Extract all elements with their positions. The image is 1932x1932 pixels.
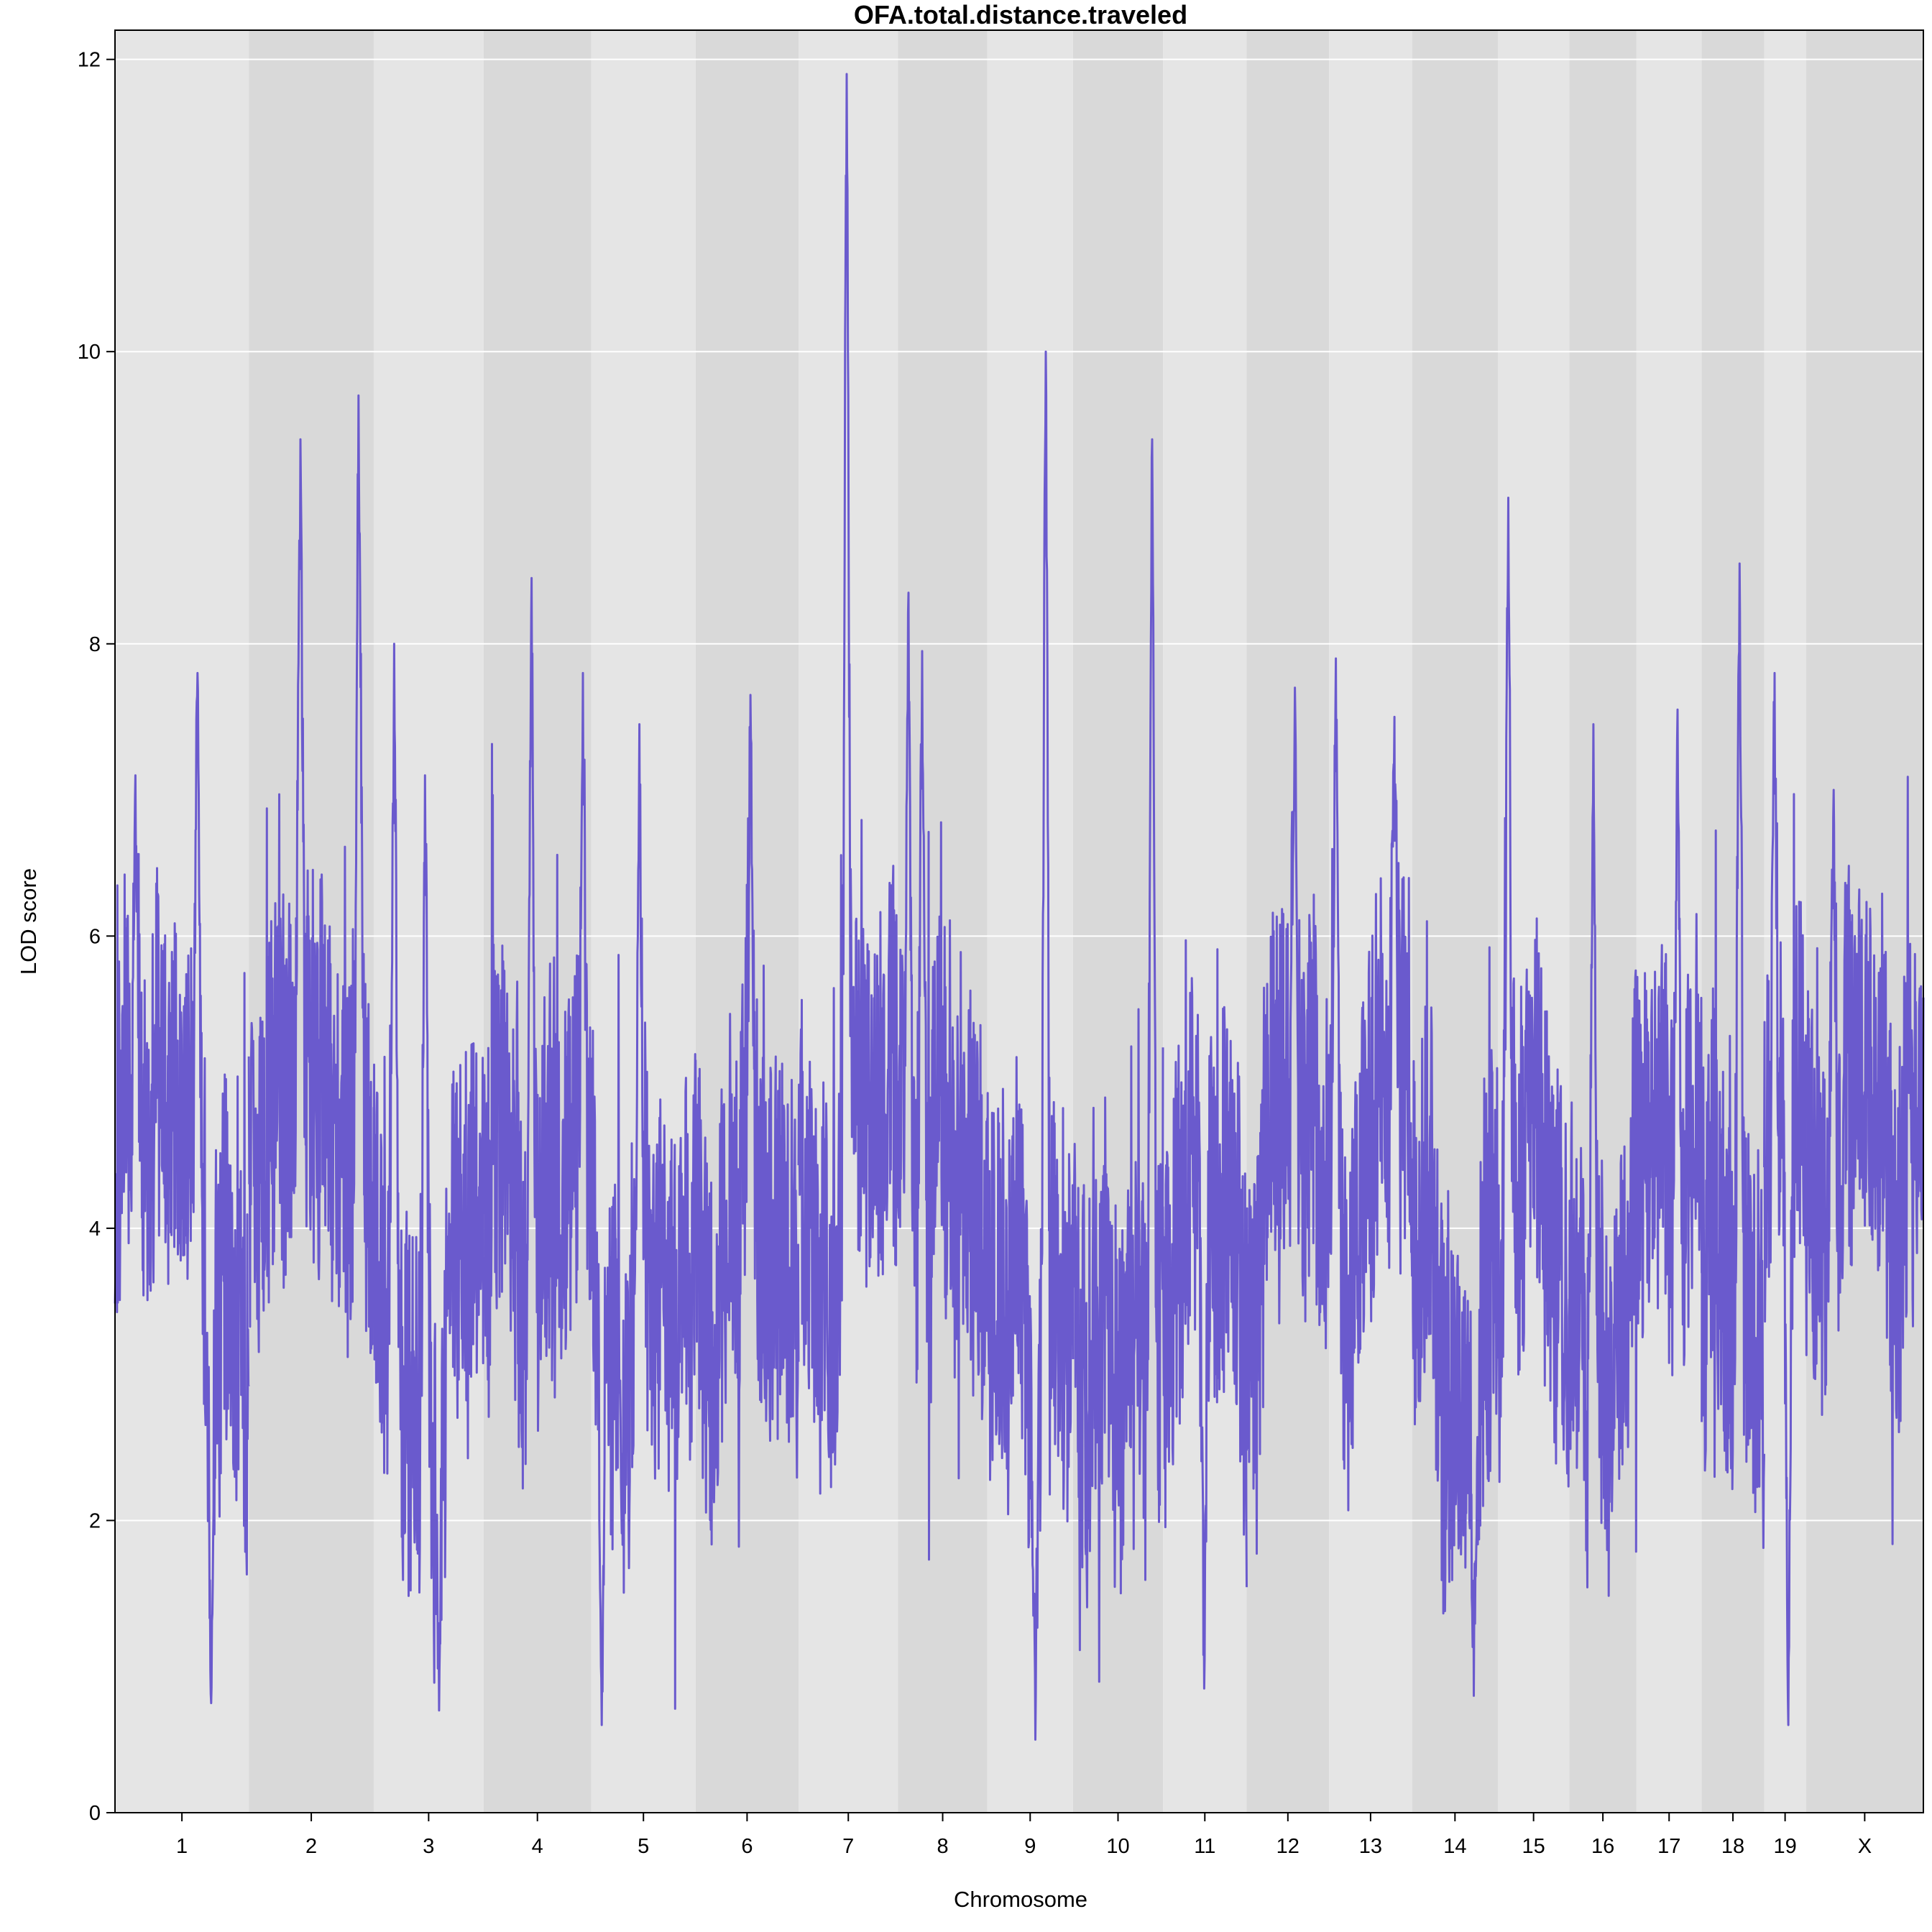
x-tick-label: 14 xyxy=(1443,1835,1466,1858)
lod-series-chr-13 xyxy=(1328,657,1414,1512)
x-tick-label: 4 xyxy=(532,1835,543,1858)
lod-series-chr-17 xyxy=(1635,708,1703,1376)
lod-curve xyxy=(114,73,1925,1741)
x-tick-label: 7 xyxy=(842,1835,854,1858)
x-tick-label: 1 xyxy=(176,1835,188,1858)
lod-series-chr-X xyxy=(1805,776,1925,1545)
lod-series-chr-9 xyxy=(986,350,1075,1741)
lod-series-chr-15 xyxy=(1496,497,1570,1488)
chart-title: OFA.total.distance.traveled xyxy=(854,0,1187,29)
band-chr-16 xyxy=(1569,30,1637,1813)
x-axis-label: Chromosome xyxy=(954,1887,1087,1912)
band-chr-5 xyxy=(591,30,696,1813)
lod-series-chr-12 xyxy=(1246,686,1330,1555)
band-chr-18 xyxy=(1701,30,1765,1813)
x-tick-label: X xyxy=(1858,1835,1872,1858)
x-tick-label: 17 xyxy=(1657,1835,1680,1858)
band-chr-9 xyxy=(987,30,1073,1813)
x-tick-label: 6 xyxy=(741,1835,753,1858)
x-tick-label: 12 xyxy=(1276,1835,1300,1858)
lod-series-chr-10 xyxy=(1072,438,1164,1683)
x-tick-label: 19 xyxy=(1773,1835,1796,1858)
y-tick-label: 8 xyxy=(89,633,101,656)
band-chr-17 xyxy=(1636,30,1702,1813)
band-chr-4 xyxy=(483,30,592,1813)
x-tick-label: 9 xyxy=(1024,1835,1036,1858)
lod-series-chr-1 xyxy=(114,671,250,1704)
lod-series-chr-18 xyxy=(1701,562,1765,1550)
y-axis: 0 2 4 6 8 10 12 xyxy=(78,49,115,1825)
plot-frame xyxy=(114,29,1924,1813)
band-chr-2 xyxy=(249,30,374,1813)
band-chr-3 xyxy=(373,30,484,1813)
lod-series-chr-5 xyxy=(590,723,697,1726)
band-chr-12 xyxy=(1246,30,1330,1813)
y-tick-label: 2 xyxy=(89,1509,101,1532)
x-axis: 1 2 3 4 5 6 7 8 9 10 11 12 13 14 15 16 17 18 19 X xyxy=(176,1813,1872,1858)
x-tick-label: 3 xyxy=(423,1835,434,1858)
x-tick-label: 8 xyxy=(937,1835,948,1858)
y-tick-label: 12 xyxy=(78,49,101,72)
x-tick-label: 10 xyxy=(1106,1835,1129,1858)
y-tick-label: 4 xyxy=(89,1218,101,1241)
band-chr-X xyxy=(1806,30,1923,1813)
lod-series-chr-8 xyxy=(897,592,989,1561)
x-tick-label: 16 xyxy=(1591,1835,1614,1858)
y-tick-label: 10 xyxy=(78,341,101,364)
band-chr-8 xyxy=(898,30,988,1813)
band-chr-15 xyxy=(1498,30,1570,1813)
lod-series-chr-4 xyxy=(482,576,593,1490)
x-tick-label: 13 xyxy=(1359,1835,1382,1858)
x-tick-label: 11 xyxy=(1194,1835,1215,1858)
x-tick-label: 5 xyxy=(638,1835,649,1858)
lod-series-chr-11 xyxy=(1162,939,1248,1690)
lod-series-chr-16 xyxy=(1568,723,1638,1597)
y-tick-label: 6 xyxy=(89,925,101,948)
lod-series-chr-19 xyxy=(1763,671,1808,1726)
x-tick-label: 18 xyxy=(1721,1835,1744,1858)
lod-series-chr-3 xyxy=(372,643,485,1712)
x-tick-label: 15 xyxy=(1522,1835,1545,1858)
lod-series-chr-14 xyxy=(1411,920,1499,1697)
lod-series-chr-7 xyxy=(797,73,899,1495)
y-axis-label: LOD score xyxy=(16,868,41,975)
lod-series-chr-6 xyxy=(694,694,800,1548)
y-tick-label: 0 xyxy=(89,1802,101,1825)
chromosome-bands xyxy=(115,30,1923,1813)
x-tick-label: 2 xyxy=(305,1835,317,1858)
lod-series-chr-2 xyxy=(247,394,375,1358)
